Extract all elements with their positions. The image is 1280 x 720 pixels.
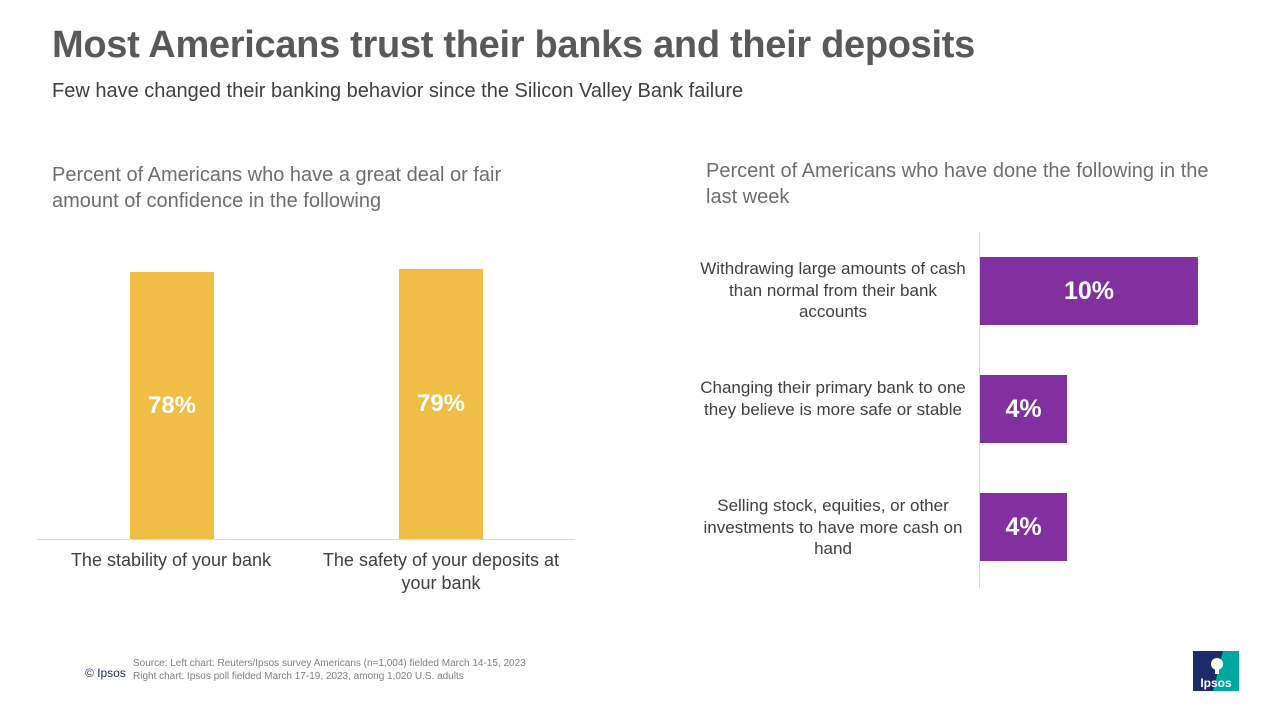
bar-changing-bank: 4% (980, 375, 1068, 443)
category-label: The stability of your bank (70, 550, 272, 570)
bar-safety-of-deposits: 79% (399, 268, 483, 539)
bar-value-label: 4% (1005, 513, 1042, 541)
page-subtitle: Few have changed their banking behavior … (52, 80, 744, 102)
page-title: Most Americans trust their banks and the… (52, 24, 975, 66)
x-axis-line (37, 539, 575, 540)
bar-value-label: 78% (147, 391, 197, 419)
left-chart-title: Percent of Americans who have a great de… (52, 164, 502, 212)
source-line: Source: Left chart: Reuters/Ipsos survey… (133, 658, 526, 669)
bar-value-label: 4% (1005, 395, 1042, 423)
bar-withdrawing-cash: 10% (980, 257, 1198, 325)
category-label: Withdrawing large amounts of cash than n… (700, 259, 966, 321)
bar-value-label: 79% (416, 389, 466, 417)
bar-value-label: 10% (1063, 277, 1115, 305)
y-axis-line (979, 232, 980, 588)
bar-selling-stock: 4% (980, 493, 1068, 561)
source-note: Source: Left chart: Reuters/Ipsos survey… (133, 657, 526, 683)
bar-stability-of-bank: 78% (130, 272, 214, 539)
copyright-text: © Ipsos (85, 666, 126, 680)
category-label: Selling stock, equities, or other invest… (703, 496, 963, 558)
source-line: Right chart: Ipsos poll fielded March 17… (133, 671, 464, 682)
category-label: Changing their primary bank to one they … (700, 378, 966, 419)
logo-text: Ipsos (1200, 676, 1232, 690)
category-label: The safety of your deposits at your bank (322, 550, 560, 593)
ipsos-logo: Ipsos (1193, 651, 1239, 691)
right-chart-title: Percent of Americans who have done the f… (706, 160, 1209, 208)
